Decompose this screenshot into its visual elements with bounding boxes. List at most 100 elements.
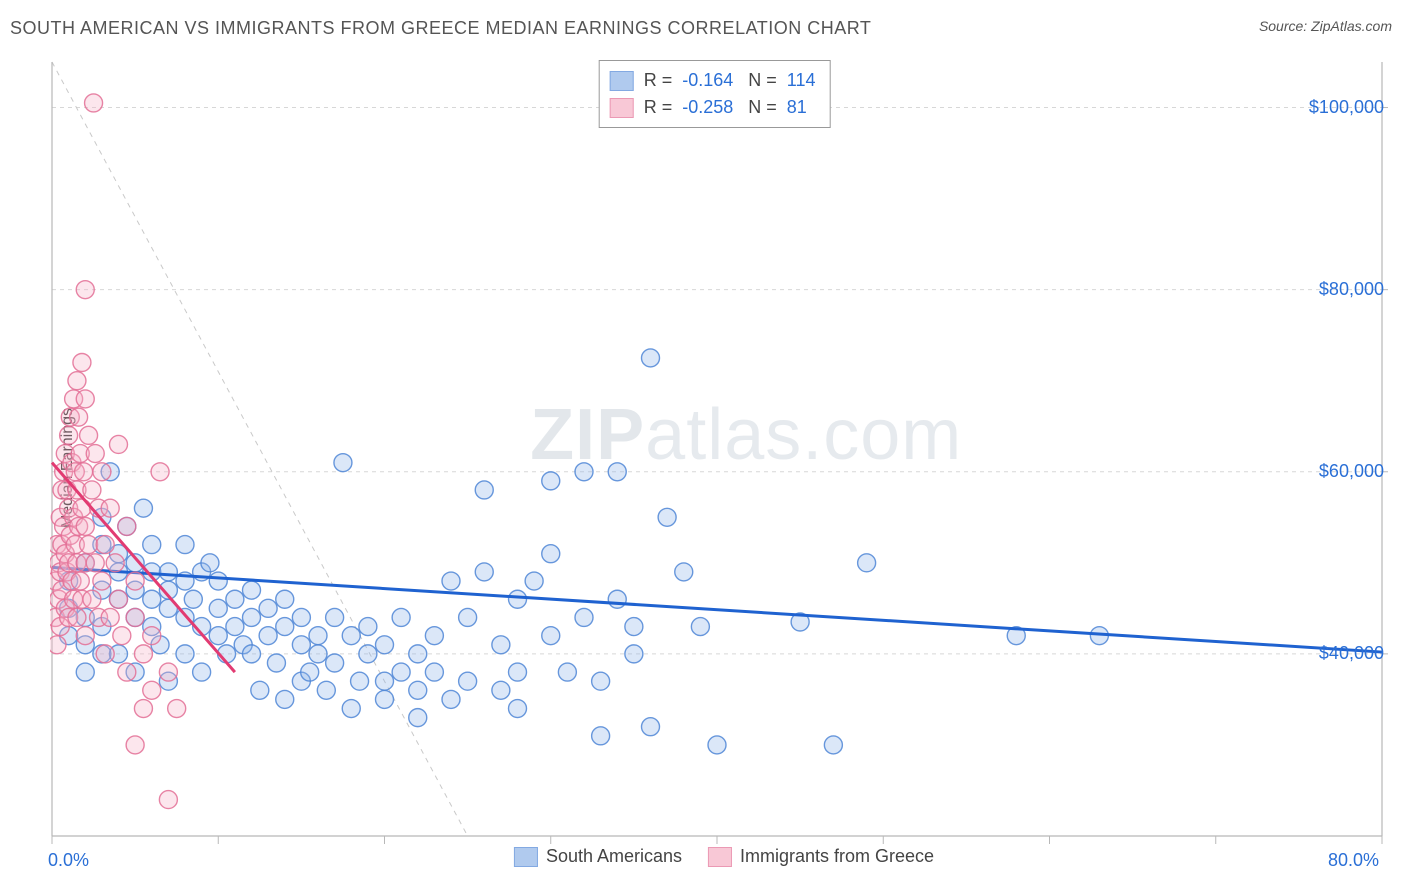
stat-row-gr: R = -0.258 N = 81	[610, 94, 816, 121]
data-point	[276, 690, 294, 708]
data-point	[68, 372, 86, 390]
data-point	[625, 645, 643, 663]
data-point	[675, 563, 693, 581]
data-point	[83, 590, 101, 608]
data-point	[86, 554, 104, 572]
data-point	[243, 645, 261, 663]
stat-row-sa: R = -0.164 N = 114	[610, 67, 816, 94]
data-point	[509, 590, 527, 608]
data-point	[113, 627, 131, 645]
data-point	[376, 690, 394, 708]
stat-text: R = -0.164 N = 114	[644, 67, 816, 94]
data-point	[176, 645, 194, 663]
plot-area: Median Earnings ZIPatlas.com R = -0.164 …	[10, 54, 1396, 882]
data-point	[691, 618, 709, 636]
data-point	[96, 645, 114, 663]
data-point	[209, 599, 227, 617]
y-tick-label: $40,000	[1284, 643, 1384, 664]
chart-title: SOUTH AMERICAN VS IMMIGRANTS FROM GREECE…	[10, 18, 871, 39]
data-point	[708, 736, 726, 754]
data-point	[376, 636, 394, 654]
data-point	[351, 672, 369, 690]
data-point	[70, 408, 88, 426]
data-point	[106, 554, 124, 572]
data-point	[359, 618, 377, 636]
data-point	[226, 618, 244, 636]
data-point	[334, 454, 352, 472]
header-bar: SOUTH AMERICAN VS IMMIGRANTS FROM GREECE…	[10, 18, 1392, 39]
data-point	[342, 627, 360, 645]
data-point	[575, 463, 593, 481]
data-point	[76, 517, 94, 535]
data-point	[376, 672, 394, 690]
data-point	[276, 618, 294, 636]
data-point	[459, 672, 477, 690]
data-point	[126, 736, 144, 754]
y-tick-label: $100,000	[1284, 97, 1384, 118]
data-point	[342, 700, 360, 718]
data-point	[118, 663, 136, 681]
data-point	[101, 608, 119, 626]
swatch-icon	[514, 847, 538, 867]
data-point	[509, 663, 527, 681]
data-point	[50, 636, 66, 654]
x-axis-right-label: 80.0%	[1328, 850, 1379, 871]
data-point	[425, 663, 443, 681]
data-point	[76, 627, 94, 645]
data-point	[267, 654, 285, 672]
data-point	[459, 608, 477, 626]
data-point	[642, 718, 660, 736]
data-point	[151, 463, 169, 481]
data-point	[93, 463, 111, 481]
legend-label: Immigrants from Greece	[740, 846, 934, 867]
data-point	[309, 645, 327, 663]
swatch-icon	[708, 847, 732, 867]
data-point	[168, 700, 186, 718]
data-point	[509, 700, 527, 718]
x-axis-left-label: 0.0%	[48, 850, 89, 871]
data-point	[392, 608, 410, 626]
data-point	[251, 681, 269, 699]
data-point	[193, 663, 211, 681]
data-point	[575, 608, 593, 626]
correlation-legend: R = -0.164 N = 114R = -0.258 N = 81	[599, 60, 831, 128]
scatter-chart	[50, 54, 1396, 882]
data-point	[80, 426, 98, 444]
data-point	[309, 627, 327, 645]
data-point	[475, 481, 493, 499]
y-tick-label: $80,000	[1284, 279, 1384, 300]
data-point	[317, 681, 335, 699]
data-point	[68, 608, 86, 626]
data-point	[824, 736, 842, 754]
data-point	[658, 508, 676, 526]
data-point	[101, 499, 119, 517]
series-legend: South Americans Immigrants from Greece	[514, 846, 934, 867]
legend-label: South Americans	[546, 846, 682, 867]
data-point	[326, 608, 344, 626]
data-point	[184, 590, 202, 608]
data-point	[442, 690, 460, 708]
data-point	[858, 554, 876, 572]
data-point	[143, 681, 161, 699]
stat-text: R = -0.258 N = 81	[644, 94, 807, 121]
data-point	[176, 536, 194, 554]
legend-item-sa: South Americans	[514, 846, 682, 867]
data-point	[201, 554, 219, 572]
data-point	[80, 536, 98, 554]
data-point	[134, 700, 152, 718]
data-point	[83, 481, 101, 499]
data-point	[542, 627, 560, 645]
data-point	[243, 608, 261, 626]
data-point	[73, 353, 91, 371]
series-sa	[60, 349, 1109, 754]
data-point	[326, 654, 344, 672]
data-point	[292, 636, 310, 654]
data-point	[143, 627, 161, 645]
data-point	[126, 572, 144, 590]
data-point	[608, 463, 626, 481]
data-point	[243, 581, 261, 599]
data-point	[259, 599, 277, 617]
swatch-icon	[610, 71, 634, 91]
data-point	[75, 463, 93, 481]
data-point	[143, 536, 161, 554]
